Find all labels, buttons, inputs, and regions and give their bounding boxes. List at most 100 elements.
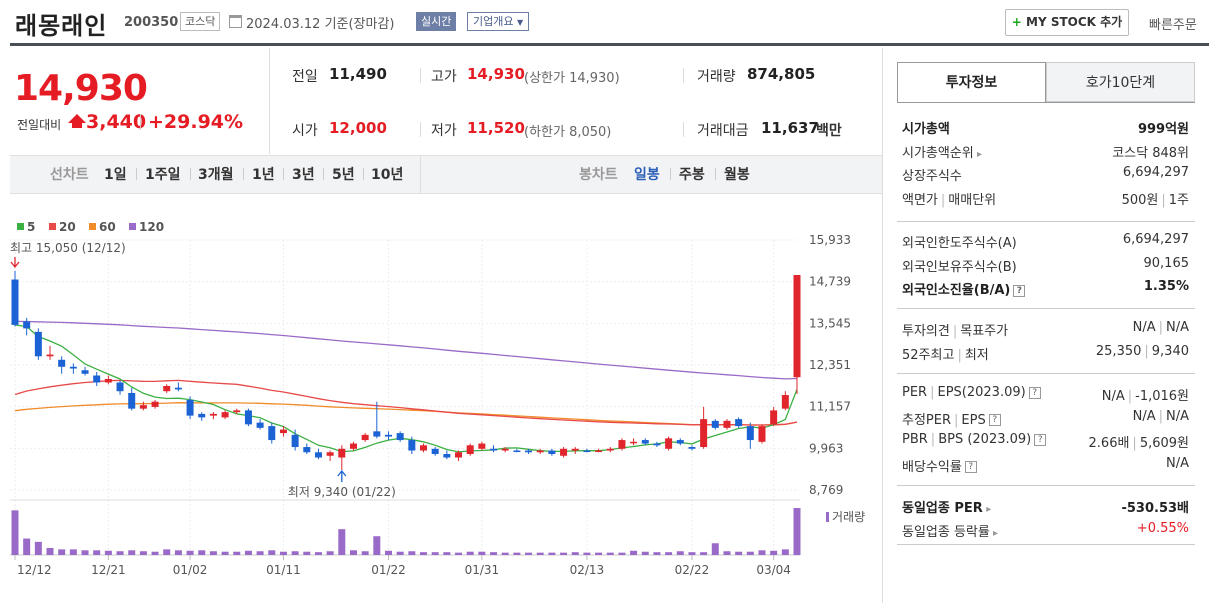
period-daily[interactable]: 일봉 — [634, 167, 660, 183]
volume-bar — [525, 552, 533, 555]
invest-row[interactable]: 동일업종 등락률 ▸ +0.55% — [902, 521, 1189, 541]
volume-bar — [361, 551, 369, 555]
volume-bar — [688, 552, 696, 555]
help-icon[interactable]: ? — [1034, 433, 1047, 446]
stock-chart[interactable]: 5 20 60 120 거래량 15,933 14,739 13,545 12,351 11,… — [0, 200, 882, 603]
header-divider — [10, 43, 1209, 46]
invest-value-text: N/A — [1132, 320, 1156, 335]
candle-body — [349, 443, 357, 449]
candle-body — [490, 448, 498, 451]
invest-row: 투자의견 | 목표주가 N/A | N/A — [902, 320, 1189, 340]
period-1w[interactable]: 1주일 — [145, 167, 181, 183]
period-5y[interactable]: 5년 — [332, 167, 355, 183]
volume-bar — [338, 529, 346, 555]
company-overview-button[interactable]: 기업개요 ▼ — [467, 12, 530, 31]
help-icon[interactable]: ? — [964, 461, 977, 473]
header: 래몽래인 200350 코스닥 2024.03.12 기준(장마감) 실시간 기… — [0, 0, 1217, 46]
realtime-button[interactable]: 실시간 — [416, 12, 457, 31]
volume-bar — [466, 551, 474, 555]
prev-close-label: 전일 — [292, 69, 318, 85]
candle-body — [104, 378, 112, 383]
invest-value-text-2: 5,609원 — [1139, 436, 1189, 451]
x-tick-label: 01/02 — [173, 563, 208, 577]
separator: | — [954, 412, 959, 428]
divider — [323, 168, 324, 180]
invest-row: 상장주식수 6,694,297 — [902, 165, 1189, 185]
invest-value-text: 999억원 — [1137, 122, 1189, 137]
volume-bar — [571, 552, 579, 555]
legend-label: 5 — [27, 220, 35, 234]
period-3m[interactable]: 3개월 — [198, 167, 234, 183]
invest-value-text-2: -1,016원 — [1135, 389, 1189, 404]
volume-bar — [69, 549, 77, 555]
invest-row: 52주최고 | 최저 25,350 | 9,340 — [902, 344, 1189, 364]
invest-value-text: N/A — [1132, 408, 1156, 424]
divider — [882, 48, 883, 603]
invest-row-label: 외국인한도주식수(A) — [902, 232, 1017, 251]
stock-code: 200350 — [124, 15, 179, 30]
period-3y[interactable]: 3년 — [292, 167, 315, 183]
invest-value-text: N/A — [1101, 389, 1125, 404]
separator: | — [1132, 436, 1137, 451]
period-1d[interactable]: 1일 — [104, 167, 127, 183]
volume-bar — [11, 510, 19, 555]
volume-bar — [676, 551, 684, 555]
invest-row-value: N/A — [1166, 456, 1189, 471]
invest-label-text: 시가총액 — [902, 122, 950, 137]
invest-value-text-2: N/A — [1166, 320, 1189, 335]
volume-bar — [23, 538, 31, 555]
volume-bar — [420, 552, 428, 555]
invest-row-value: 2.66배 | 5,609원 — [1089, 432, 1189, 451]
down-arrow-icon — [10, 257, 20, 269]
invest-row[interactable]: 동일업종 PER ▸ -530.53배 — [902, 497, 1189, 517]
invest-row-value: 코스닥 848위 — [1112, 142, 1189, 161]
volume-bar — [186, 550, 194, 555]
candle-body — [314, 452, 322, 458]
ma-120-line — [14, 320, 798, 380]
invest-row-value: +0.55% — [1137, 521, 1189, 536]
quick-order-link[interactable]: 빠른주문 — [1149, 18, 1197, 33]
invest-value-text-2: 1주 — [1168, 192, 1189, 208]
invest-label-text: 외국인한도주식수(A) — [902, 236, 1017, 251]
period-weekly[interactable]: 주봉 — [679, 167, 705, 183]
volume-bar — [291, 551, 299, 555]
my-stock-add-button[interactable]: + MY STOCK 추가 — [1005, 9, 1129, 36]
invest-row[interactable]: 시가총액순위 ▸ 코스닥 848위 — [902, 142, 1189, 162]
legend-swatch — [89, 223, 96, 230]
volume-bar — [233, 551, 241, 555]
invest-row: 추정PER | EPS? N/A | N/A — [902, 409, 1189, 429]
tab-order-book[interactable]: 호가10단계 — [1046, 62, 1195, 102]
volume-bar — [711, 543, 719, 555]
invest-label-text: 추정PER — [902, 412, 952, 428]
legend-label: 60 — [99, 220, 116, 234]
help-icon[interactable]: ? — [1013, 284, 1026, 297]
volume-label: 거래량 — [832, 510, 865, 524]
volume-bar — [174, 550, 182, 555]
help-icon[interactable]: ? — [988, 414, 1001, 426]
invest-row-label: 투자의견 | 목표주가 — [902, 320, 1008, 339]
candle-body — [81, 370, 89, 374]
invest-label-text: 상장주식수 — [902, 169, 962, 184]
divider — [420, 156, 421, 193]
volume-bar — [443, 552, 451, 555]
period-10y[interactable]: 10년 — [371, 167, 404, 183]
invest-row: 배당수익률? N/A — [902, 456, 1189, 476]
help-icon[interactable]: ? — [1028, 386, 1041, 399]
period-1y[interactable]: 1년 — [252, 167, 275, 183]
candle-body — [326, 452, 334, 456]
x-tick-label: 03/04 — [756, 563, 791, 577]
overview-label: 기업개요 — [473, 15, 514, 28]
plus-icon: + — [1011, 15, 1022, 29]
chevron-down-icon: ▼ — [516, 18, 524, 27]
candle-body — [618, 440, 626, 449]
invest-value-text: 1.35% — [1143, 279, 1189, 294]
volume-bar — [408, 551, 416, 555]
divider — [420, 68, 421, 83]
divider — [136, 168, 137, 180]
y-tick-label: 14,739 — [809, 275, 851, 289]
period-monthly[interactable]: 월봉 — [724, 167, 750, 183]
candle-body — [23, 321, 31, 329]
tab-invest-info[interactable]: 투자정보 — [897, 62, 1046, 102]
candle-body — [151, 401, 159, 407]
candle-body — [396, 433, 404, 441]
